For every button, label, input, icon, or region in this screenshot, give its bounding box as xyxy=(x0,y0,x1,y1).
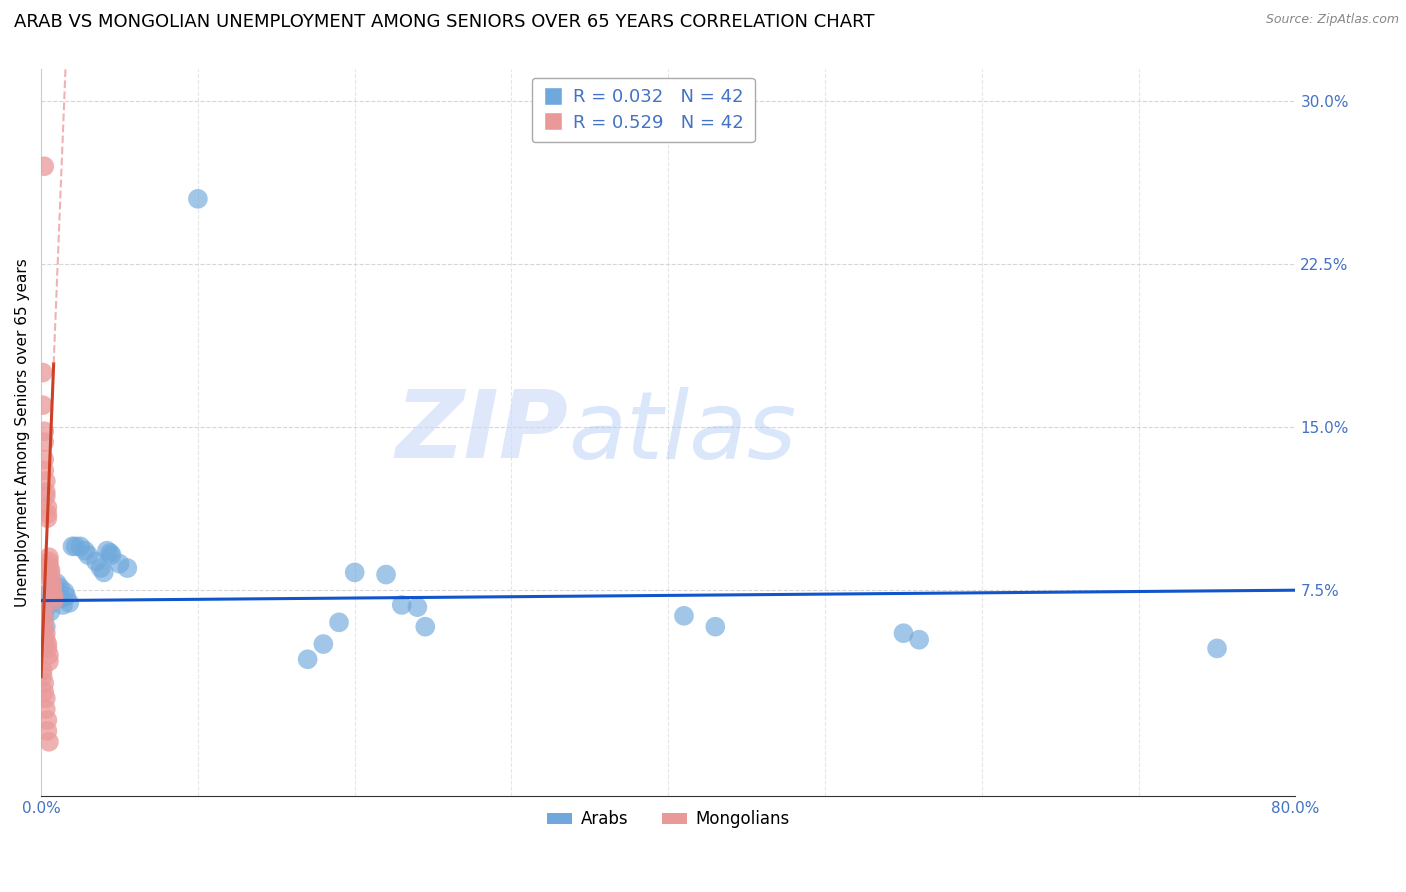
Point xyxy=(391,598,413,612)
Point xyxy=(32,611,55,625)
Point xyxy=(93,566,115,580)
Point xyxy=(42,589,65,603)
Point xyxy=(32,159,55,173)
Point xyxy=(375,567,398,582)
Point xyxy=(39,605,62,619)
Point xyxy=(32,608,55,623)
Point xyxy=(100,548,122,562)
Point xyxy=(41,585,63,599)
Point xyxy=(39,572,62,586)
Point xyxy=(37,637,59,651)
Point xyxy=(1206,641,1229,656)
Point xyxy=(45,576,67,591)
Point xyxy=(52,598,75,612)
Point xyxy=(413,620,436,634)
Point xyxy=(37,723,59,738)
Point xyxy=(908,632,931,647)
Point xyxy=(35,489,58,503)
Point xyxy=(32,676,55,690)
Point xyxy=(77,548,100,562)
Point xyxy=(35,474,58,488)
Point xyxy=(39,563,62,577)
Point xyxy=(38,558,60,573)
Point xyxy=(108,557,131,571)
Point xyxy=(37,500,59,515)
Point xyxy=(31,605,53,619)
Point xyxy=(37,641,59,656)
Point xyxy=(42,593,65,607)
Text: Source: ZipAtlas.com: Source: ZipAtlas.com xyxy=(1265,13,1399,27)
Point xyxy=(35,691,58,706)
Point xyxy=(37,587,59,601)
Point xyxy=(32,435,55,450)
Point xyxy=(41,589,63,603)
Point xyxy=(90,561,112,575)
Point xyxy=(38,655,60,669)
Text: ZIP: ZIP xyxy=(395,386,568,478)
Point xyxy=(32,685,55,699)
Point xyxy=(297,652,319,666)
Point xyxy=(44,582,66,597)
Point xyxy=(84,555,107,569)
Legend: Arabs, Mongolians: Arabs, Mongolians xyxy=(541,804,796,835)
Point xyxy=(37,511,59,525)
Point xyxy=(37,507,59,521)
Point xyxy=(32,620,55,634)
Point xyxy=(41,576,63,591)
Point xyxy=(32,424,55,438)
Point xyxy=(704,620,727,634)
Point xyxy=(328,615,350,630)
Point xyxy=(73,543,96,558)
Point xyxy=(53,585,76,599)
Point xyxy=(49,581,72,595)
Point xyxy=(38,555,60,569)
Point xyxy=(31,663,53,677)
Point xyxy=(58,596,80,610)
Point xyxy=(187,192,209,206)
Point xyxy=(312,637,335,651)
Point xyxy=(38,598,60,612)
Point xyxy=(38,550,60,565)
Point xyxy=(55,589,77,603)
Point xyxy=(32,452,55,467)
Point xyxy=(39,567,62,582)
Point xyxy=(343,566,366,580)
Point xyxy=(65,539,87,553)
Point xyxy=(38,735,60,749)
Point xyxy=(35,620,58,634)
Point xyxy=(37,713,59,727)
Point xyxy=(35,626,58,640)
Point xyxy=(32,463,55,477)
Point xyxy=(31,398,53,412)
Point xyxy=(406,600,429,615)
Point xyxy=(35,702,58,716)
Point xyxy=(96,543,118,558)
Point xyxy=(35,485,58,500)
Point xyxy=(672,608,695,623)
Point xyxy=(98,546,121,560)
Point xyxy=(41,581,63,595)
Point xyxy=(38,648,60,662)
Point xyxy=(42,593,65,607)
Text: ARAB VS MONGOLIAN UNEMPLOYMENT AMONG SENIORS OVER 65 YEARS CORRELATION CHART: ARAB VS MONGOLIAN UNEMPLOYMENT AMONG SEN… xyxy=(14,13,875,31)
Y-axis label: Unemployment Among Seniors over 65 years: Unemployment Among Seniors over 65 years xyxy=(15,258,30,607)
Point xyxy=(35,632,58,647)
Text: atlas: atlas xyxy=(568,387,796,478)
Point xyxy=(69,539,91,553)
Point xyxy=(893,626,915,640)
Point xyxy=(31,366,53,380)
Point xyxy=(62,539,84,553)
Point xyxy=(117,561,139,575)
Point xyxy=(51,591,73,606)
Point xyxy=(31,670,53,684)
